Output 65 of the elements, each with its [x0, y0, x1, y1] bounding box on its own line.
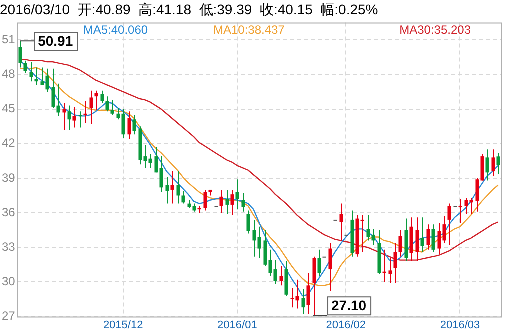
- y-tick-label: 36: [2, 205, 16, 220]
- candlestick: [458, 198, 462, 224]
- text: MA30:35.203: [400, 23, 472, 38]
- candlestick: [486, 149, 490, 182]
- candlestick: [492, 149, 496, 177]
- candlestick: [388, 258, 392, 284]
- candlestick: [236, 179, 240, 210]
- chart-title: 2016/03/10 开:40.89 高:41.18 低:39.39 收:40.15 幅:0.25%: [0, 1, 378, 18]
- candlestick: [306, 272, 310, 315]
- candlestick: [182, 190, 186, 204]
- y-tick-label: 33: [2, 240, 16, 254]
- candlestick: [94, 90, 98, 111]
- candlestick: [280, 266, 284, 286]
- x-tick-label: 2016/02: [326, 319, 366, 332]
- annotation: 50.91: [38, 32, 74, 49]
- y-tick-label: 45: [2, 102, 16, 116]
- candlestick: [72, 106, 76, 128]
- candlestick: [18, 40, 22, 68]
- y-tick-label: 48: [2, 66, 16, 81]
- candlestick: [420, 217, 424, 253]
- candlestick: [246, 210, 250, 234]
- x-tick-label: 2016/03: [440, 319, 480, 332]
- y-tick-label: 27: [2, 309, 16, 324]
- text: MA5:40.060: [83, 23, 148, 38]
- candlestick: [426, 224, 430, 250]
- candlestick: [176, 171, 180, 204]
- candlestick: [382, 249, 386, 283]
- candlestick: [398, 230, 402, 258]
- candlestick: [302, 288, 306, 315]
- candlestick: [318, 249, 322, 277]
- candlestick: [340, 203, 344, 242]
- candlestick: [166, 176, 170, 204]
- candlestick: [496, 152, 500, 174]
- candlestick: [106, 96, 110, 112]
- candlestick: [100, 90, 104, 104]
- candlestick: [170, 171, 174, 204]
- candlestick: [30, 62, 34, 82]
- candlestick: [432, 224, 436, 253]
- candlestick: [204, 189, 208, 212]
- candlestick: [68, 105, 72, 131]
- y-tick-label: 42: [2, 136, 16, 150]
- candlestick: [226, 189, 230, 215]
- candlestick: [34, 67, 38, 86]
- candlestick: [416, 217, 420, 262]
- candlestick: [62, 103, 66, 131]
- y-tick-label: 39: [2, 170, 16, 185]
- candlestick: [242, 192, 246, 212]
- candlestick: [84, 100, 88, 124]
- candlestick: [78, 111, 82, 128]
- x-tick-label: 2015/12: [103, 319, 144, 332]
- y-tick-label: 51: [2, 32, 16, 46]
- candlestick: [128, 111, 132, 140]
- candlestick: [448, 203, 452, 246]
- x-tick-label: 2016/01: [218, 319, 258, 332]
- y-tick-label: 30: [2, 274, 16, 289]
- candlestick: [230, 189, 234, 216]
- candlestick: [110, 100, 114, 116]
- candlestick: [24, 60, 28, 74]
- candlestick: [328, 242, 332, 292]
- text: MA10:38.437: [213, 23, 286, 38]
- candlestick: [132, 114, 136, 136]
- candlestick: [90, 90, 94, 125]
- candlestick: [394, 242, 398, 284]
- annotation: 27.10: [332, 298, 367, 314]
- candlestick: [220, 189, 224, 214]
